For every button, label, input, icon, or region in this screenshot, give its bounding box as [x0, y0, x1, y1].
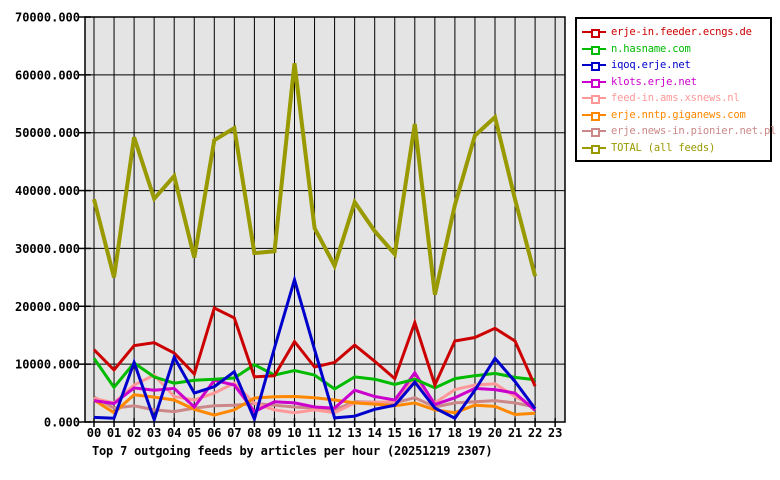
legend-label: TOTAL (all feeds) [611, 141, 716, 154]
legend-item-klots-erje-net: klots.erje.net [582, 74, 768, 91]
x-axis-label: 12 [327, 426, 341, 440]
y-axis-label: 20000.000 [15, 300, 80, 314]
x-axis-label: 10 [287, 426, 301, 440]
y-axis-label: 0.000 [44, 416, 80, 430]
legend-line-marker-icon [582, 27, 606, 39]
legend-label: erje.nntp.giganews.com [611, 108, 746, 121]
legend-label: n.hasname.com [611, 42, 691, 55]
x-axis-label: 16 [408, 426, 422, 440]
series-line-erje-in-feeder-ecngs-de [92, 305, 537, 390]
legend-item-erje-in-feeder-ecngs-de: erje-in.feeder.ecngs.de [582, 24, 768, 41]
legend-item-n-hasname-com: n.hasname.com [582, 41, 768, 58]
x-axis-label: 05 [187, 426, 201, 440]
series-line-total-all-feeds- [92, 63, 538, 296]
x-axis-label: 17 [428, 426, 442, 440]
y-axis-label: 50000.000 [15, 126, 80, 140]
legend-line-marker-icon [582, 93, 606, 105]
chart-title: Top 7 outgoing feeds by articles per hou… [92, 444, 493, 458]
x-axis-label: 21 [508, 426, 522, 440]
x-axis-label: 14 [367, 426, 381, 440]
legend-item-iqoq-erje-net: iqoq.erje.net [582, 57, 768, 74]
x-axis-label: 01 [107, 426, 121, 440]
plot-background [85, 17, 565, 422]
y-axis-label: 10000.000 [15, 358, 80, 372]
legend-line-marker-icon [582, 77, 606, 88]
y-axis-label: 30000.000 [15, 242, 80, 256]
x-axis-label: 00 [87, 426, 101, 440]
x-axis-label: 19 [468, 426, 482, 440]
legend-line-marker-icon [582, 110, 606, 121]
legend-item-feed-in-ams-xsnews-nl: feed-in.ams.xsnews.nl [582, 90, 768, 107]
x-axis-label: 22 [528, 426, 542, 440]
legend-label: erje.news-in.pionier.net.pl [611, 125, 777, 138]
plot-border [84, 16, 566, 423]
legend-item-erje-nntp-giganews-com: erje.nntp.giganews.com [582, 107, 768, 124]
legend-label: feed-in.ams.xsnews.nl [611, 92, 740, 105]
x-axis-label: 15 [388, 426, 402, 440]
x-axis-label: 03 [147, 426, 161, 440]
legend-line-marker-icon [582, 60, 606, 72]
legend-label: iqoq.erje.net [611, 59, 691, 72]
legend-item-total-all-feeds-: TOTAL (all feeds) [582, 140, 768, 157]
x-axis-label: 04 [167, 426, 181, 440]
x-axis-label: 20 [488, 426, 502, 440]
x-axis-label: 02 [127, 426, 141, 440]
legend-item-erje-news-in-pionier-net-pl: erje.news-in.pionier.net.pl [582, 123, 776, 140]
x-axis-label: 07 [227, 426, 241, 440]
x-axis-label: 11 [307, 426, 321, 440]
x-axis-label: 18 [448, 426, 462, 440]
series-line-iqoq-erje-net [93, 274, 537, 425]
x-axis-label: 08 [247, 426, 261, 440]
legend: erje-in.feeder.ecngs.de n.hasname.com iqoq… [575, 17, 776, 162]
y-axis-label: 70000.000 [15, 11, 80, 25]
series-line-klots-erje-net [93, 370, 537, 414]
x-axis-label: 23 [548, 426, 562, 440]
x-axis-label: 09 [267, 426, 281, 440]
y-axis-label: 40000.000 [15, 184, 80, 198]
legend-line-marker-icon [582, 143, 606, 154]
legend-line-marker-icon [582, 126, 606, 138]
x-axis-label: 06 [207, 426, 221, 440]
legend-line-marker-icon [582, 44, 606, 55]
legend-label: erje-in.feeder.ecngs.de [611, 26, 752, 39]
y-axis-label: 60000.000 [15, 68, 80, 82]
legend-label: klots.erje.net [611, 75, 697, 88]
x-axis-label: 13 [347, 426, 361, 440]
